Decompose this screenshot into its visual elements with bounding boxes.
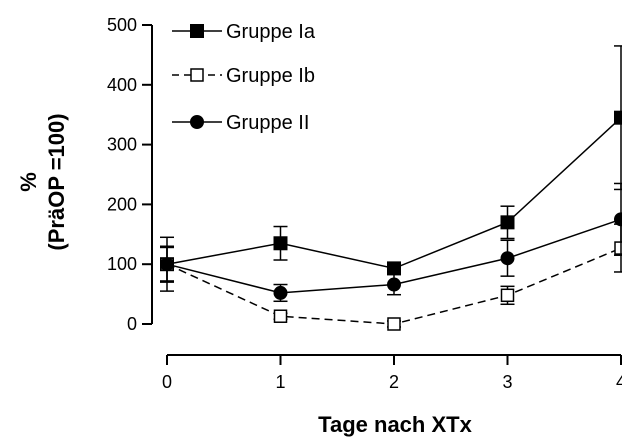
- data-point: [500, 215, 515, 230]
- data-point: [387, 261, 401, 276]
- axes: 0 100 200 300 400 500 0 1 2 3 4: [107, 15, 622, 392]
- data-point: [273, 285, 288, 300]
- legend-marker: [190, 24, 204, 38]
- y-axis-title-line1: %: [16, 172, 41, 192]
- x-tick-label: 3: [502, 372, 512, 392]
- data-point: [273, 309, 288, 323]
- data-point: [500, 251, 515, 266]
- x-tick-label: 0: [162, 372, 172, 392]
- data-point: [614, 212, 622, 227]
- y-tick-label: 100: [107, 254, 137, 274]
- legend-label: Gruppe II: [226, 112, 309, 134]
- x-axis-title: Tage nach XTx: [318, 412, 472, 437]
- x-tick-label: 2: [389, 372, 399, 392]
- legend-label: Gruppe Ia: [226, 21, 316, 43]
- series-layer: [160, 45, 622, 331]
- data-point: [273, 236, 288, 251]
- legend-marker: [190, 115, 204, 129]
- data-point: [614, 110, 622, 125]
- series-gruppe-ib: [160, 223, 622, 331]
- y-tick-label: 500: [107, 15, 137, 35]
- y-axis-title-line2: (PräOP =100): [44, 113, 69, 250]
- series-line: [166, 117, 622, 270]
- series-gruppe-ii: [160, 182, 622, 303]
- legend-marker: [190, 68, 204, 82]
- y-tick-label: 0: [127, 314, 137, 334]
- y-tick-label: 400: [107, 75, 137, 95]
- legend-item: Gruppe II: [172, 112, 309, 134]
- x-tick-label: 1: [275, 372, 285, 392]
- legend-item: Gruppe Ia: [172, 21, 316, 43]
- data-point: [387, 317, 401, 331]
- legend: Gruppe Ia Gruppe Ib Gruppe II: [172, 21, 316, 134]
- y-tick-label: 200: [107, 194, 137, 214]
- data-point: [500, 288, 515, 303]
- x-tick-label: 4: [616, 372, 622, 392]
- legend-label: Gruppe Ib: [226, 65, 315, 87]
- legend-item: Gruppe Ib: [172, 65, 315, 87]
- data-point: [160, 257, 174, 272]
- data-point: [387, 277, 401, 292]
- y-tick-label: 300: [107, 135, 137, 155]
